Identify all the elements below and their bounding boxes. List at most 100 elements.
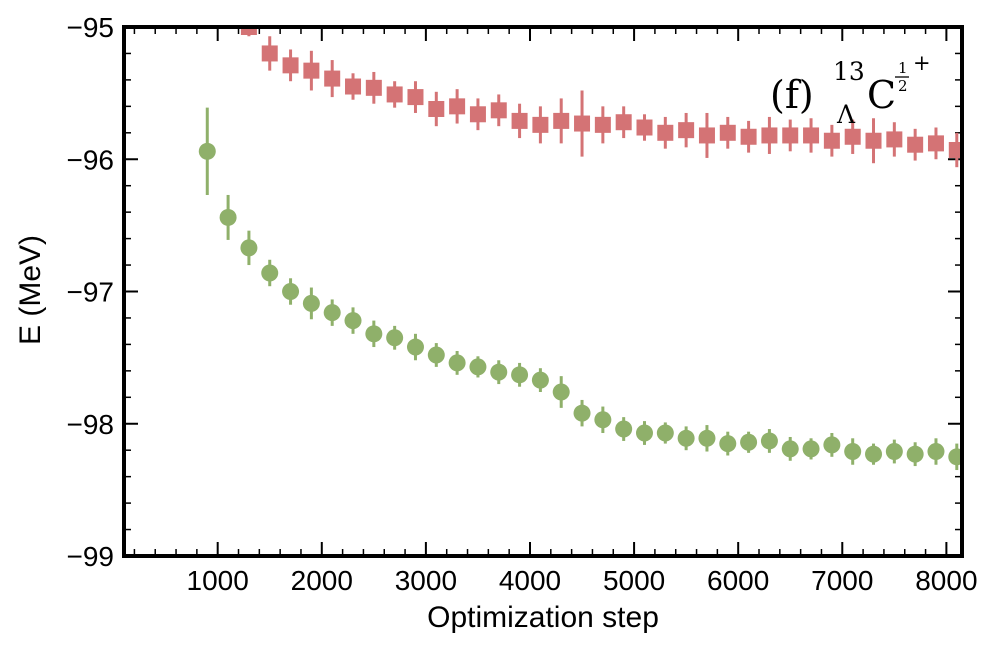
square-series-point	[761, 127, 778, 144]
square-series-point	[532, 116, 549, 133]
circle-series-point	[927, 443, 945, 461]
square-series-point	[282, 57, 299, 74]
square-series-point	[927, 135, 944, 152]
circle-series-point	[531, 371, 549, 389]
square-series-point	[574, 115, 591, 132]
annotation-spin-denominator: 2	[898, 77, 908, 95]
square-series-point	[324, 70, 341, 87]
square-series-point	[823, 132, 840, 149]
square-series-point	[553, 112, 570, 129]
circle-series-point	[760, 432, 778, 450]
square-series-point	[428, 100, 445, 117]
square-series-point	[803, 127, 820, 144]
circle-series-point	[427, 346, 445, 364]
square-series-point	[907, 136, 924, 153]
y-tick-label: −99	[67, 541, 115, 572]
circle-series-point	[511, 366, 529, 384]
y-axis-label: E (MeV)	[14, 235, 47, 345]
square-series-point	[886, 131, 903, 148]
circle-series-point	[448, 354, 466, 372]
square-series-point	[615, 114, 632, 131]
square-series-point	[240, 27, 257, 35]
square-series-point	[782, 127, 799, 144]
square-series-point	[386, 86, 403, 103]
square-series-point	[678, 122, 695, 139]
square-series-point	[303, 62, 320, 79]
circle-series-point	[573, 404, 591, 422]
circle-series-point	[240, 239, 258, 257]
y-tick-label: −97	[67, 277, 115, 308]
circle-series-point	[656, 424, 674, 442]
circle-series-point	[490, 363, 508, 381]
square-series-point	[345, 78, 362, 95]
square-series-point	[740, 128, 757, 145]
annotation-panel-label: (f)	[770, 73, 814, 117]
circle-series-point	[594, 411, 612, 429]
circle-series-point	[323, 304, 341, 322]
square-series-point	[261, 45, 278, 62]
circle-series-point	[635, 424, 653, 442]
square-series-point	[719, 124, 736, 141]
circle-series-point	[885, 443, 903, 461]
circle-series-point	[719, 435, 737, 453]
x-tick-label: 4000	[499, 565, 561, 596]
x-tick-label: 3000	[395, 565, 457, 596]
circle-series-point	[469, 358, 487, 376]
y-tick-label: −96	[67, 144, 115, 175]
annotation-spin-numerator: 1	[898, 59, 908, 77]
series-group	[198, 27, 962, 471]
y-tick-label: −98	[67, 409, 115, 440]
x-tick-label: 1000	[187, 565, 249, 596]
square-series-point	[449, 98, 466, 115]
square-series-point	[865, 132, 882, 149]
x-tick-label: 8000	[915, 565, 977, 596]
circle-series-point	[781, 440, 799, 458]
circle-series-point	[844, 443, 862, 461]
x-tick-label: 7000	[811, 565, 873, 596]
circle-series-point	[948, 448, 962, 466]
circle-series-point	[365, 325, 383, 343]
square-series-point	[490, 102, 507, 119]
square-series-point	[594, 116, 611, 133]
circle-series-point	[344, 312, 362, 330]
circle-series-point	[698, 429, 716, 447]
square-series-point	[698, 127, 715, 144]
circle-series-point	[282, 283, 300, 300]
circle-series-point	[261, 264, 279, 282]
y-tick-label: −95	[67, 12, 115, 43]
labels-layer: 1000 2000 3000 4000 5000 6000 7000 8000 −99 −98 −9…	[67, 12, 978, 596]
nucleus-annotation: (f) 13 Λ C 1 2 +	[770, 51, 931, 129]
circle-series-point	[552, 383, 570, 401]
square-series-point	[365, 79, 382, 96]
annotation-parity: +	[913, 51, 931, 75]
series-layer	[198, 27, 962, 471]
circle-series-point	[677, 429, 695, 447]
x-tick-label: 2000	[291, 565, 353, 596]
square-series-point	[511, 112, 528, 129]
circle-series-point	[740, 433, 758, 451]
circle-series-point	[219, 208, 237, 226]
x-axis-label: Optimization step	[427, 601, 659, 634]
circle-series-point	[865, 445, 883, 463]
annotation-hyperon: Λ	[836, 100, 856, 129]
square-series-point	[636, 119, 653, 136]
circle-series-point	[406, 338, 424, 356]
square-series-point	[657, 124, 674, 141]
annotation-element: C	[867, 73, 896, 117]
x-tick-label: 6000	[707, 565, 769, 596]
square-series-point	[844, 128, 861, 145]
circle-series-point	[615, 420, 633, 438]
square-series-point	[948, 141, 962, 158]
x-tick-label: 5000	[603, 565, 665, 596]
square-series-point	[407, 89, 424, 106]
circle-series-point	[802, 440, 820, 458]
circle-series-point	[302, 294, 320, 312]
circle-series-point	[386, 329, 404, 347]
circle-series-point	[823, 436, 841, 454]
annotation-mass-number: 13	[833, 57, 865, 86]
circle-series-point	[198, 142, 216, 160]
plot-frame	[122, 25, 964, 558]
square-series-point	[469, 106, 486, 123]
circle-series-point	[906, 445, 924, 463]
